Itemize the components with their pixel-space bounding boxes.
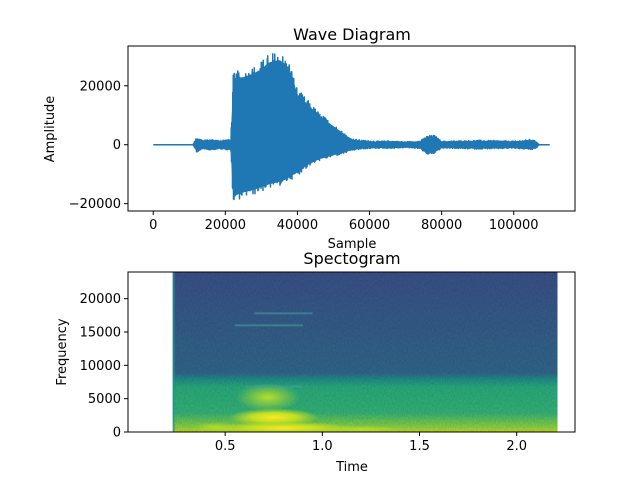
wave-y-tick-label: 0 — [113, 138, 121, 153]
wave-ylabel: Amplitude — [43, 96, 58, 163]
spectrogram-harmonic — [254, 312, 313, 315]
wave-x-tick-label: 100000 — [489, 218, 539, 233]
wave-y-tick-label: −20000 — [69, 197, 121, 212]
spectrogram-x-tick-label: 0.5 — [215, 439, 236, 454]
wave-frame — [127, 45, 576, 212]
spectrogram-y-tick-label: 20000 — [80, 292, 121, 307]
wave-marks — [152, 53, 551, 201]
spectrogram-x-tick-label: 1.5 — [409, 439, 430, 454]
wave-x-tick-label: 20000 — [205, 218, 246, 233]
spectrogram-formant — [228, 408, 319, 427]
spectrogram-ylabel: Frequency — [55, 318, 70, 385]
spectrogram-formant — [235, 383, 300, 412]
wave-x-tick-label: 0 — [149, 218, 157, 233]
wave-title: Wave Diagram — [293, 25, 411, 44]
spectrogram-x-tick-label: 2.0 — [506, 439, 527, 454]
spectrogram-frame — [127, 271, 576, 433]
wave-x-ticks: 0 20000 40000 60000 80000 100000 — [149, 211, 539, 233]
wave-axes: Wave Diagram 0 20000 40000 60000 80000 100000… — [43, 25, 576, 252]
spectrogram-onset — [172, 272, 175, 432]
spectrogram-image — [172, 272, 558, 432]
spectrogram-axes: Spectogram 0.5 1.0 1.5 2.0 0 5000 10000 15000 2… — [55, 249, 576, 475]
spectrogram-y-tick-label: 15000 — [80, 326, 121, 341]
wave-x-tick-label: 60000 — [349, 218, 390, 233]
spectrogram-y-tick-label: 0 — [113, 426, 121, 441]
wave-x-tick-label: 80000 — [421, 218, 462, 233]
spectrogram-formant — [213, 422, 354, 432]
spectrogram-xlabel: Time — [335, 460, 368, 475]
spectrogram-noise — [172, 272, 558, 432]
spectrogram-x-ticks: 0.5 1.0 1.5 2.0 — [215, 432, 527, 454]
wave-y-ticks: −20000 0 20000 — [69, 79, 128, 212]
wave-series-line — [152, 53, 551, 201]
wave-x-tick-label: 40000 — [277, 218, 318, 233]
spectrogram-formant — [321, 425, 402, 432]
spectrogram-x-tick-label: 1.0 — [312, 439, 333, 454]
spectrogram-y-ticks: 0 5000 10000 15000 20000 — [80, 292, 128, 441]
wave-xlabel: Sample — [328, 237, 377, 252]
spectrogram-y-tick-label: 5000 — [88, 392, 121, 407]
spectrogram-y-tick-label: 10000 — [80, 359, 121, 374]
wave-series-fill — [153, 60, 550, 198]
wave-y-tick-label: 20000 — [80, 79, 121, 94]
spectrogram-title: Spectogram — [303, 249, 400, 268]
spectrogram-formant — [193, 422, 238, 432]
spectrogram-harmonic — [244, 385, 303, 388]
spectrogram-harmonic — [234, 324, 303, 327]
